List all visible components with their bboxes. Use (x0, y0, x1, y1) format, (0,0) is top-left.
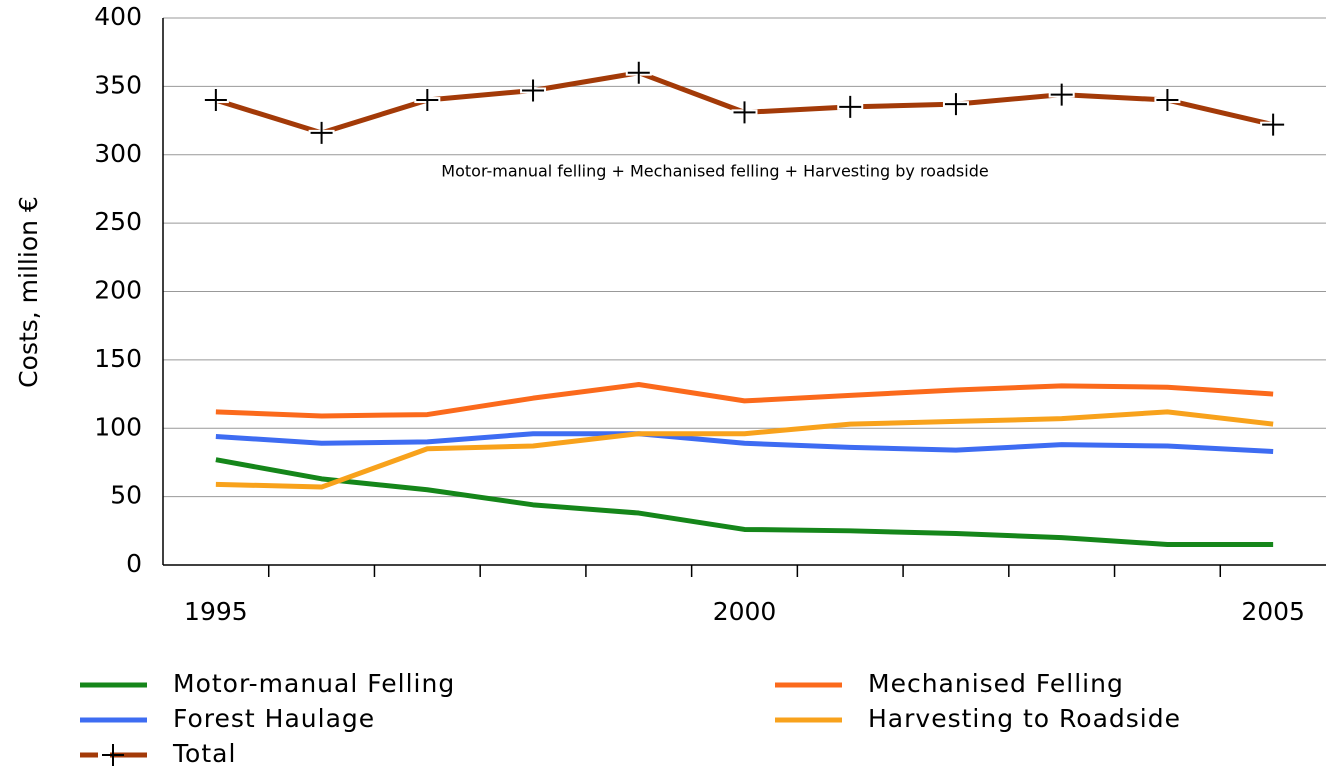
marker (839, 95, 862, 118)
legend-label: Forest Haulage (173, 704, 375, 733)
legend-label: Motor-manual Felling (173, 669, 455, 698)
marker (733, 101, 756, 124)
y-tick-label: 300 (94, 139, 142, 168)
legend-label: Total (172, 739, 236, 768)
y-tick-label: 150 (94, 344, 142, 373)
marker (522, 79, 545, 102)
y-axis-label: Costs, million € (14, 196, 43, 388)
legend-marker (102, 744, 124, 766)
y-tick-label: 400 (94, 2, 142, 31)
y-tick-label: 0 (126, 549, 142, 578)
y-tick-label: 100 (94, 412, 142, 441)
series-line (215, 457, 1274, 547)
annotation: Motor-manual felling + Mechanised fellin… (441, 162, 988, 181)
marker (1156, 89, 1179, 112)
x-tick-label: 2005 (1241, 597, 1305, 626)
y-tick-label: 350 (94, 70, 142, 99)
series-line (215, 431, 1274, 454)
legend-label: Harvesting to Roadside (868, 704, 1181, 733)
legend-label: Mechanised Felling (868, 669, 1124, 698)
y-tick-label: 250 (94, 207, 142, 236)
marker (204, 89, 227, 112)
x-tick-label: 1995 (184, 597, 248, 626)
series-line (215, 381, 1274, 419)
marker (310, 121, 333, 144)
marker (1262, 113, 1285, 136)
y-tick-label: 50 (110, 481, 142, 510)
marker (1050, 83, 1073, 106)
x-tick-label: 2000 (713, 597, 777, 626)
marker (944, 93, 967, 116)
y-tick-label: 200 (94, 276, 142, 305)
series-line (215, 409, 1274, 490)
marker (627, 61, 650, 84)
marker (416, 89, 439, 112)
